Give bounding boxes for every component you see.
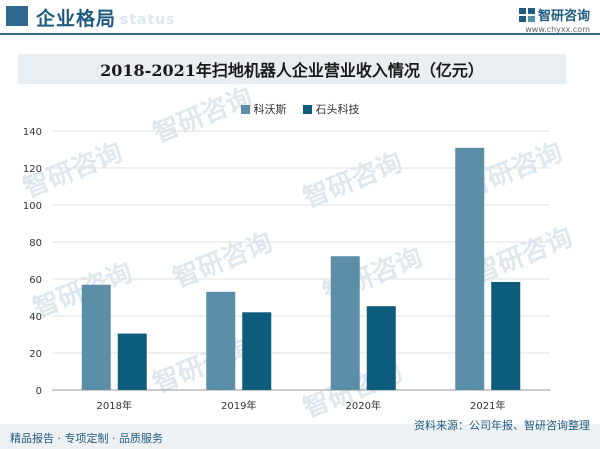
legend-swatch-series-2	[302, 104, 312, 114]
brand-logo-icon	[518, 7, 535, 22]
section-title: 企业格局	[36, 8, 117, 30]
header-ghost-text: status	[120, 12, 176, 28]
bar-series-2	[242, 312, 272, 390]
y-tick-label: 40	[29, 312, 42, 323]
legend-swatch-series-1	[240, 104, 250, 114]
chart-title-box: 2018-2021年扫地机器人企业营业收入情况（亿元）	[18, 54, 566, 84]
brand-url: www.chyxx.com	[525, 25, 590, 34]
bar-series-2	[366, 306, 396, 390]
bar-series-1	[455, 147, 485, 390]
data-source-note: 资料来源：公司年报、智研咨询整理	[414, 419, 590, 432]
y-tick-label: 80	[29, 238, 42, 249]
brand-block: 智研咨询 www.chyxx.com	[518, 5, 590, 34]
bar-series-1	[330, 256, 360, 390]
chart-legend: 科沃斯 石头科技	[0, 101, 600, 117]
x-tick-label: 2021年	[470, 399, 505, 412]
legend-label-series-1: 科沃斯	[253, 103, 287, 116]
y-tick-label: 100	[23, 201, 42, 212]
y-tick-label: 20	[29, 349, 42, 360]
bar-series-1	[206, 291, 236, 390]
x-tick-label: 2019年	[221, 399, 256, 412]
legend-item-series-1: 科沃斯	[240, 101, 287, 117]
bar-series-2	[117, 333, 147, 390]
brand-name: 智研咨询	[537, 9, 590, 24]
y-tick-label: 60	[29, 275, 42, 286]
header-divider	[0, 33, 600, 35]
y-tick-label: 120	[23, 164, 42, 175]
bar-series-1	[81, 284, 111, 390]
footer-bar	[0, 424, 600, 449]
x-tick-label: 2020年	[346, 399, 381, 412]
y-tick-label: 0	[36, 386, 42, 397]
footer-tagline: 精品报告 · 专项定制 · 品质服务	[10, 432, 163, 445]
bar-series-2	[491, 281, 521, 390]
header-accent-block	[6, 6, 28, 26]
header-bar: 企业格局 status 智研咨询 www.chyxx.com	[0, 0, 600, 40]
legend-label-series-2: 石头科技	[315, 103, 360, 116]
legend-item-series-2: 石头科技	[302, 101, 360, 117]
chart-title: 2018-2021年扫地机器人企业营业收入情况（亿元）	[100, 61, 484, 80]
x-tick-label: 2018年	[97, 399, 132, 412]
y-tick-label: 140	[23, 127, 42, 138]
